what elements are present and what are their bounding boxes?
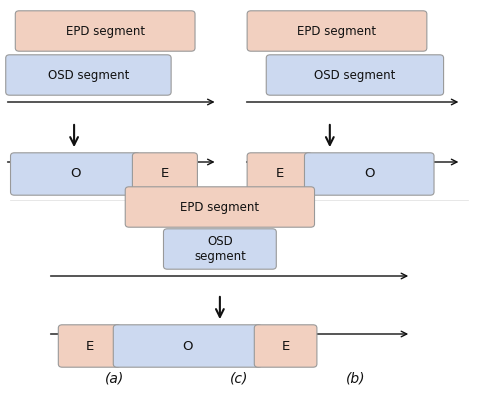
FancyBboxPatch shape: [254, 325, 317, 367]
Text: O: O: [70, 168, 80, 180]
FancyBboxPatch shape: [163, 229, 276, 269]
Text: OSD segment: OSD segment: [314, 68, 396, 82]
Text: OSD segment: OSD segment: [48, 68, 129, 82]
Text: (c): (c): [230, 372, 248, 386]
Text: E: E: [161, 168, 169, 180]
Text: EPD segment: EPD segment: [65, 24, 145, 38]
FancyBboxPatch shape: [266, 55, 444, 95]
FancyBboxPatch shape: [6, 55, 171, 95]
FancyBboxPatch shape: [247, 153, 312, 195]
FancyBboxPatch shape: [247, 11, 427, 51]
FancyBboxPatch shape: [304, 153, 434, 195]
Text: (b): (b): [347, 372, 366, 386]
Text: (a): (a): [105, 372, 124, 386]
FancyBboxPatch shape: [11, 153, 140, 195]
Text: O: O: [183, 340, 193, 352]
FancyBboxPatch shape: [125, 187, 315, 227]
FancyBboxPatch shape: [15, 11, 195, 51]
Text: EPD segment: EPD segment: [180, 200, 260, 214]
Text: E: E: [86, 340, 94, 352]
FancyBboxPatch shape: [113, 325, 262, 367]
Text: E: E: [275, 168, 284, 180]
Text: O: O: [364, 168, 374, 180]
Text: E: E: [282, 340, 290, 352]
FancyBboxPatch shape: [58, 325, 121, 367]
Text: EPD segment: EPD segment: [297, 24, 377, 38]
FancyBboxPatch shape: [132, 153, 197, 195]
Text: OSD
segment: OSD segment: [194, 235, 246, 263]
